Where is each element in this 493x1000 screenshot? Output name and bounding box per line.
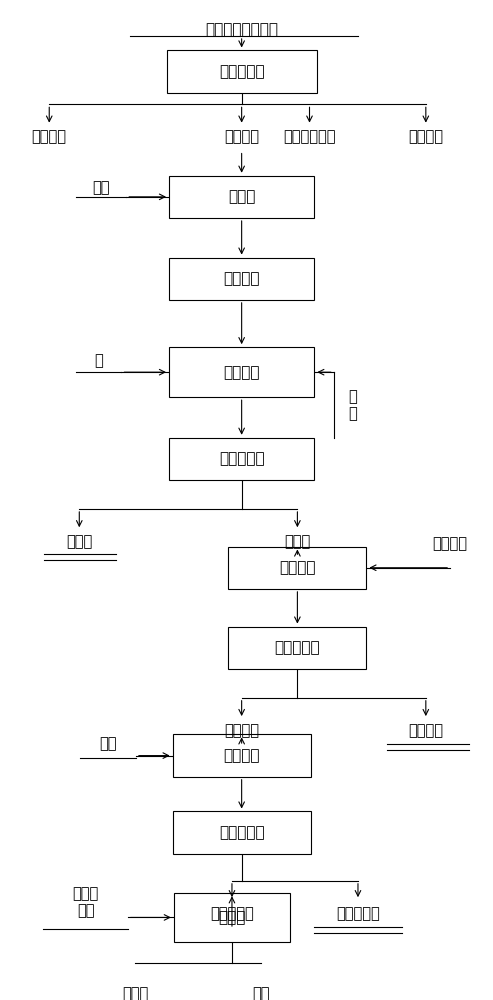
Text: 碳酸锂: 碳酸锂	[122, 986, 148, 1000]
Bar	[173, 734, 311, 777]
Text: 高温焙烧: 高温焙烧	[223, 271, 260, 286]
Text: 液碱: 液碱	[100, 737, 117, 752]
Text: 石墨负极: 石墨负极	[408, 130, 443, 145]
Text: 氢氧化镁: 氢氧化镁	[432, 536, 467, 551]
Text: 沉　锂: 沉 锂	[218, 910, 246, 925]
Text: 碳酸钠
溶液: 碳酸钠 溶液	[72, 886, 99, 918]
Text: 氢氧化镁渣: 氢氧化镁渣	[336, 906, 380, 921]
Text: 外壳材料: 外壳材料	[32, 130, 67, 145]
Text: 含锂净化液: 含锂净化液	[210, 906, 254, 921]
Bar	[169, 438, 315, 480]
Text: 废液: 废液	[252, 986, 270, 1000]
Bar	[228, 627, 366, 669]
Bar	[173, 811, 311, 854]
Text: 深度转型: 深度转型	[279, 560, 316, 575]
Text: 碱化除杂: 碱化除杂	[223, 748, 260, 763]
Bar	[169, 258, 315, 300]
Bar	[169, 176, 315, 218]
Text: 压滤、洗涤: 压滤、洗涤	[219, 825, 264, 840]
Bar	[169, 347, 315, 397]
Text: 铁锂粉末: 铁锂粉末	[224, 130, 259, 145]
Text: 造　粒: 造 粒	[228, 189, 255, 204]
Text: 酸化浸出: 酸化浸出	[223, 365, 260, 380]
Text: 磷酸铁锂废旧电池: 磷酸铁锂废旧电池	[205, 22, 278, 37]
Text: 酸: 酸	[94, 353, 103, 368]
Text: 酸化渣: 酸化渣	[66, 534, 92, 549]
Text: 酸浸液: 酸浸液	[284, 534, 311, 549]
Text: 镁盐: 镁盐	[92, 180, 110, 195]
Text: 压滤、洗涤: 压滤、洗涤	[219, 451, 264, 466]
Text: 放电、拆分: 放电、拆分	[219, 64, 264, 79]
Text: 压滤、洗涤: 压滤、洗涤	[275, 640, 320, 655]
Bar	[167, 50, 317, 93]
Text: 磷酸镁渣: 磷酸镁渣	[408, 723, 443, 738]
Text: 转型滤液: 转型滤液	[224, 723, 259, 738]
Text: 洗
水: 洗 水	[348, 389, 356, 421]
Bar	[174, 893, 290, 942]
Text: 铝铜等废金属: 铝铜等废金属	[283, 130, 336, 145]
Bar	[228, 547, 366, 589]
